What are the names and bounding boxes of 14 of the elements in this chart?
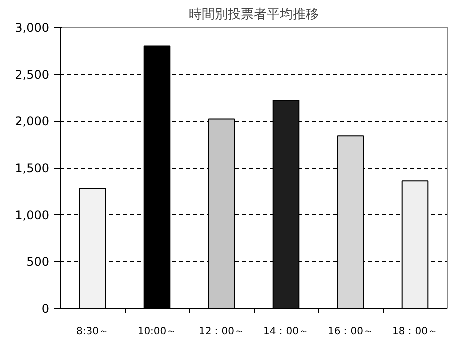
y-tick-label: 3,000 xyxy=(15,21,50,35)
x-tick-label: 8:30～ xyxy=(76,326,109,338)
x-tick-label: 10:00～ xyxy=(138,326,177,338)
y-tick-label: 2,500 xyxy=(15,68,50,82)
y-tick-label: 0 xyxy=(42,302,50,316)
chart-title: 時間別投票者平均推移 xyxy=(189,8,319,22)
x-tick-label: 18：00～ xyxy=(392,326,438,338)
y-tick-label: 500 xyxy=(26,255,50,270)
x-tick-label: 16：00～ xyxy=(328,326,374,338)
x-tick-label: 12：00～ xyxy=(199,326,244,338)
x-tick-label: 14：00～ xyxy=(264,326,309,338)
y-tick-label: 2,000 xyxy=(15,114,50,129)
y-tick-label: 1,500 xyxy=(15,162,50,176)
y-tick-label: 1,000 xyxy=(15,208,50,222)
